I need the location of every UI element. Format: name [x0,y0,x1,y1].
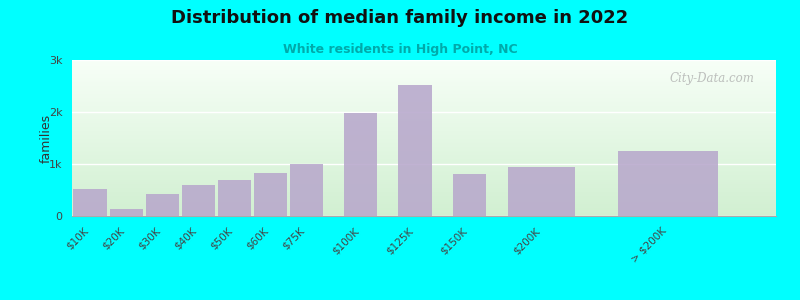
Bar [453,174,486,216]
Text: Distribution of median family income in 2022: Distribution of median family income in … [171,9,629,27]
Bar [110,209,142,216]
Bar [182,185,215,216]
Bar [146,194,179,216]
Bar [74,189,106,216]
Bar [398,85,431,216]
Text: City-Data.com: City-Data.com [670,73,755,85]
Bar [618,151,718,216]
Bar [290,164,323,216]
Text: White residents in High Point, NC: White residents in High Point, NC [282,44,518,56]
Bar [344,113,378,216]
Y-axis label: families: families [39,113,52,163]
Bar [218,180,251,216]
Bar [508,167,574,216]
Bar [254,173,287,216]
